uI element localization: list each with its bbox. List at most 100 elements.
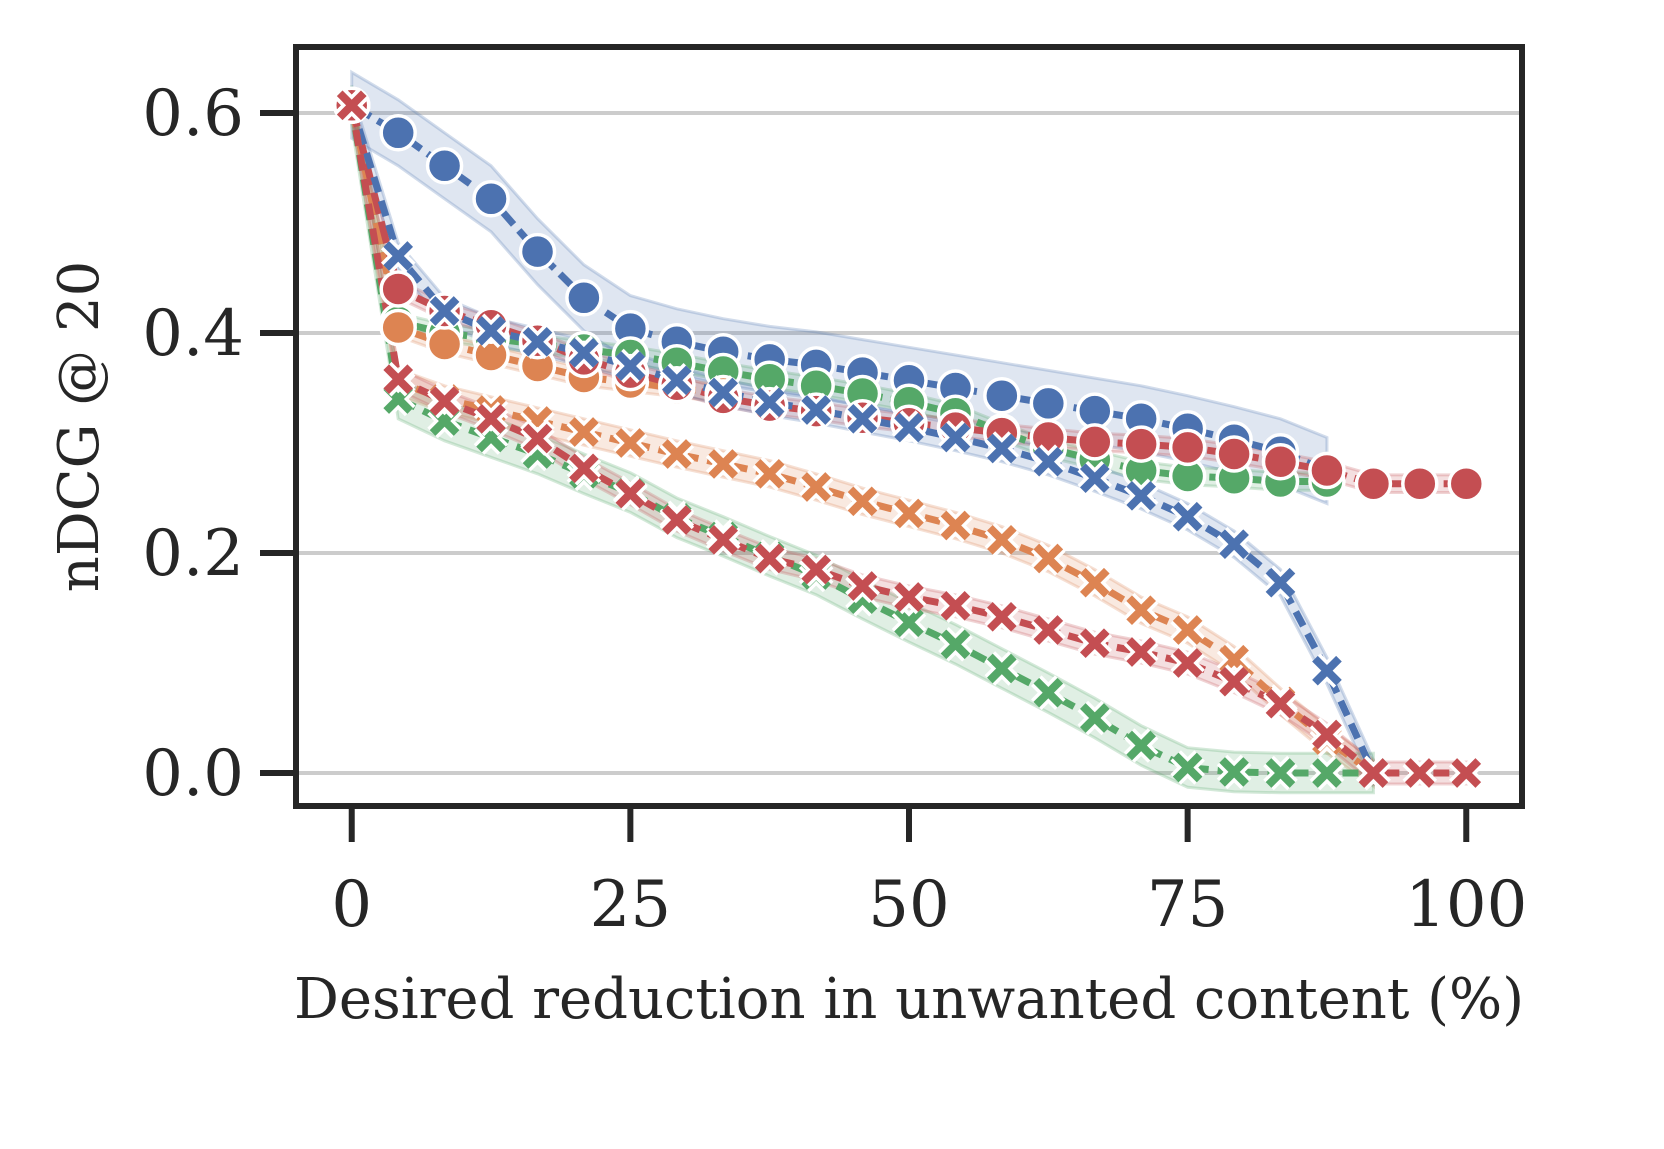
red-cross-marker: [752, 541, 787, 576]
orange-cross-marker: [1170, 612, 1205, 648]
cross-mark: [1126, 595, 1156, 626]
cross-mark: [569, 453, 599, 484]
green-cross-marker: [1309, 755, 1345, 791]
cross-mark: [940, 629, 971, 660]
blue-circle-marker: [472, 180, 510, 218]
cross-mark: [940, 422, 971, 453]
cross-mark: [476, 315, 506, 346]
blue-circle-marker: [983, 376, 1021, 415]
red-cross-marker: [1170, 645, 1205, 681]
red-cross-marker: [938, 588, 973, 624]
blue-cross-marker: [752, 384, 787, 420]
red-cross-band: [350, 94, 1468, 786]
cross-mark: [1033, 446, 1064, 477]
red-cross-marker: [1402, 755, 1438, 791]
cross-mark: [662, 439, 692, 469]
cross-mark: [754, 387, 785, 418]
blue-circle-marker: [565, 279, 603, 317]
cross-mark: [754, 543, 785, 574]
green-cross-marker: [1031, 675, 1066, 711]
cross-mark: [615, 428, 646, 458]
cross-mark: [940, 590, 971, 621]
red-circle-marker: [1308, 451, 1346, 490]
blue-cross-marker: [798, 392, 834, 428]
cross-mark: [476, 403, 506, 434]
orange-cross-marker: [659, 436, 695, 472]
y-axis-label: nDCG @ 20: [47, 261, 112, 592]
blue-cross-marker: [938, 420, 973, 455]
orange-circle-marker: [379, 308, 417, 347]
cross-mark: [1033, 615, 1064, 645]
red-cross-marker: [1077, 625, 1113, 661]
x-tick-label: 75: [1147, 868, 1228, 942]
cross-mark: [1172, 648, 1203, 678]
cross-mark: [662, 505, 692, 535]
red-cross-marker: [1309, 717, 1345, 752]
cross-mark: [1172, 615, 1203, 645]
y-tick-label: 0.4: [142, 297, 244, 371]
green-cross-marker: [938, 626, 973, 662]
cross-mark: [1265, 567, 1296, 598]
red-cross-marker: [1263, 686, 1298, 722]
cross-mark: [1126, 730, 1156, 761]
blue-cross-marker: [1263, 565, 1298, 601]
cross-mark: [615, 478, 646, 509]
cross-mark: [1312, 655, 1342, 686]
green-circle-line: [348, 104, 1327, 485]
cross-mark: [708, 377, 739, 408]
green-cross-marker: [984, 651, 1020, 686]
cross-mark: [847, 403, 878, 434]
red-cross-marker: [659, 502, 695, 538]
blue-cross-marker: [1123, 478, 1159, 514]
blue-cross-marker: [613, 348, 648, 384]
red-circle-marker: [379, 270, 417, 308]
green-cross-marker: [1170, 750, 1205, 785]
blue-cross-marker: [1309, 653, 1345, 689]
red-cross-marker: [380, 361, 416, 397]
red-cross-marker: [798, 552, 834, 587]
orange-cross-marker: [891, 496, 927, 531]
orange-cross-marker: [705, 446, 741, 482]
red-cross-marker: [1356, 755, 1391, 791]
blue-circle-marker: [425, 147, 464, 185]
series-markers: [332, 86, 1486, 791]
red-cross-marker: [613, 476, 648, 511]
cross-mark: [383, 241, 414, 271]
cross-mark: [1079, 567, 1110, 598]
blue-cross-marker: [1216, 526, 1252, 562]
cross-mark: [1079, 628, 1110, 659]
cross-mark: [1404, 758, 1435, 788]
cross-mark: [708, 524, 739, 555]
cross-mark: [662, 365, 692, 396]
green-cross-marker: [1123, 728, 1159, 763]
cross-mark: [801, 395, 831, 425]
x-axis-label: Desired reduction in unwanted content (%…: [294, 967, 1524, 1032]
cross-mark: [708, 449, 739, 479]
blue-cross-marker: [984, 431, 1020, 466]
blue-cross-marker: [705, 375, 741, 410]
cross-mark: [1172, 501, 1203, 532]
cross-mark: [522, 423, 553, 454]
cross-mark: [987, 524, 1017, 555]
red-cross-marker: [427, 383, 462, 419]
cross-mark: [801, 472, 831, 502]
cross-mark: [894, 498, 924, 529]
red-circle-marker: [1076, 423, 1114, 461]
green-cross-marker: [1216, 754, 1252, 790]
y-tick-label: 0.6: [142, 77, 244, 151]
blue-cross-marker: [659, 362, 695, 398]
red-cross-marker: [1123, 634, 1159, 670]
orange-cross-marker: [798, 469, 834, 505]
cross-mark: [894, 582, 924, 612]
cross-mark: [894, 412, 924, 443]
red-cross-marker: [334, 87, 370, 123]
blue-cross-marker: [380, 238, 416, 274]
tick-labels: 0.0 0.2 0.4 0.6 0 25 50 75 100: [142, 77, 1527, 942]
red-cross-marker: [1216, 664, 1252, 700]
red-cross-marker: [891, 579, 927, 615]
blue-cross-marker: [1170, 499, 1205, 535]
cross-mark: [1451, 758, 1482, 788]
red-circle-marker: [1215, 435, 1253, 473]
orange-cross-marker: [752, 456, 787, 492]
